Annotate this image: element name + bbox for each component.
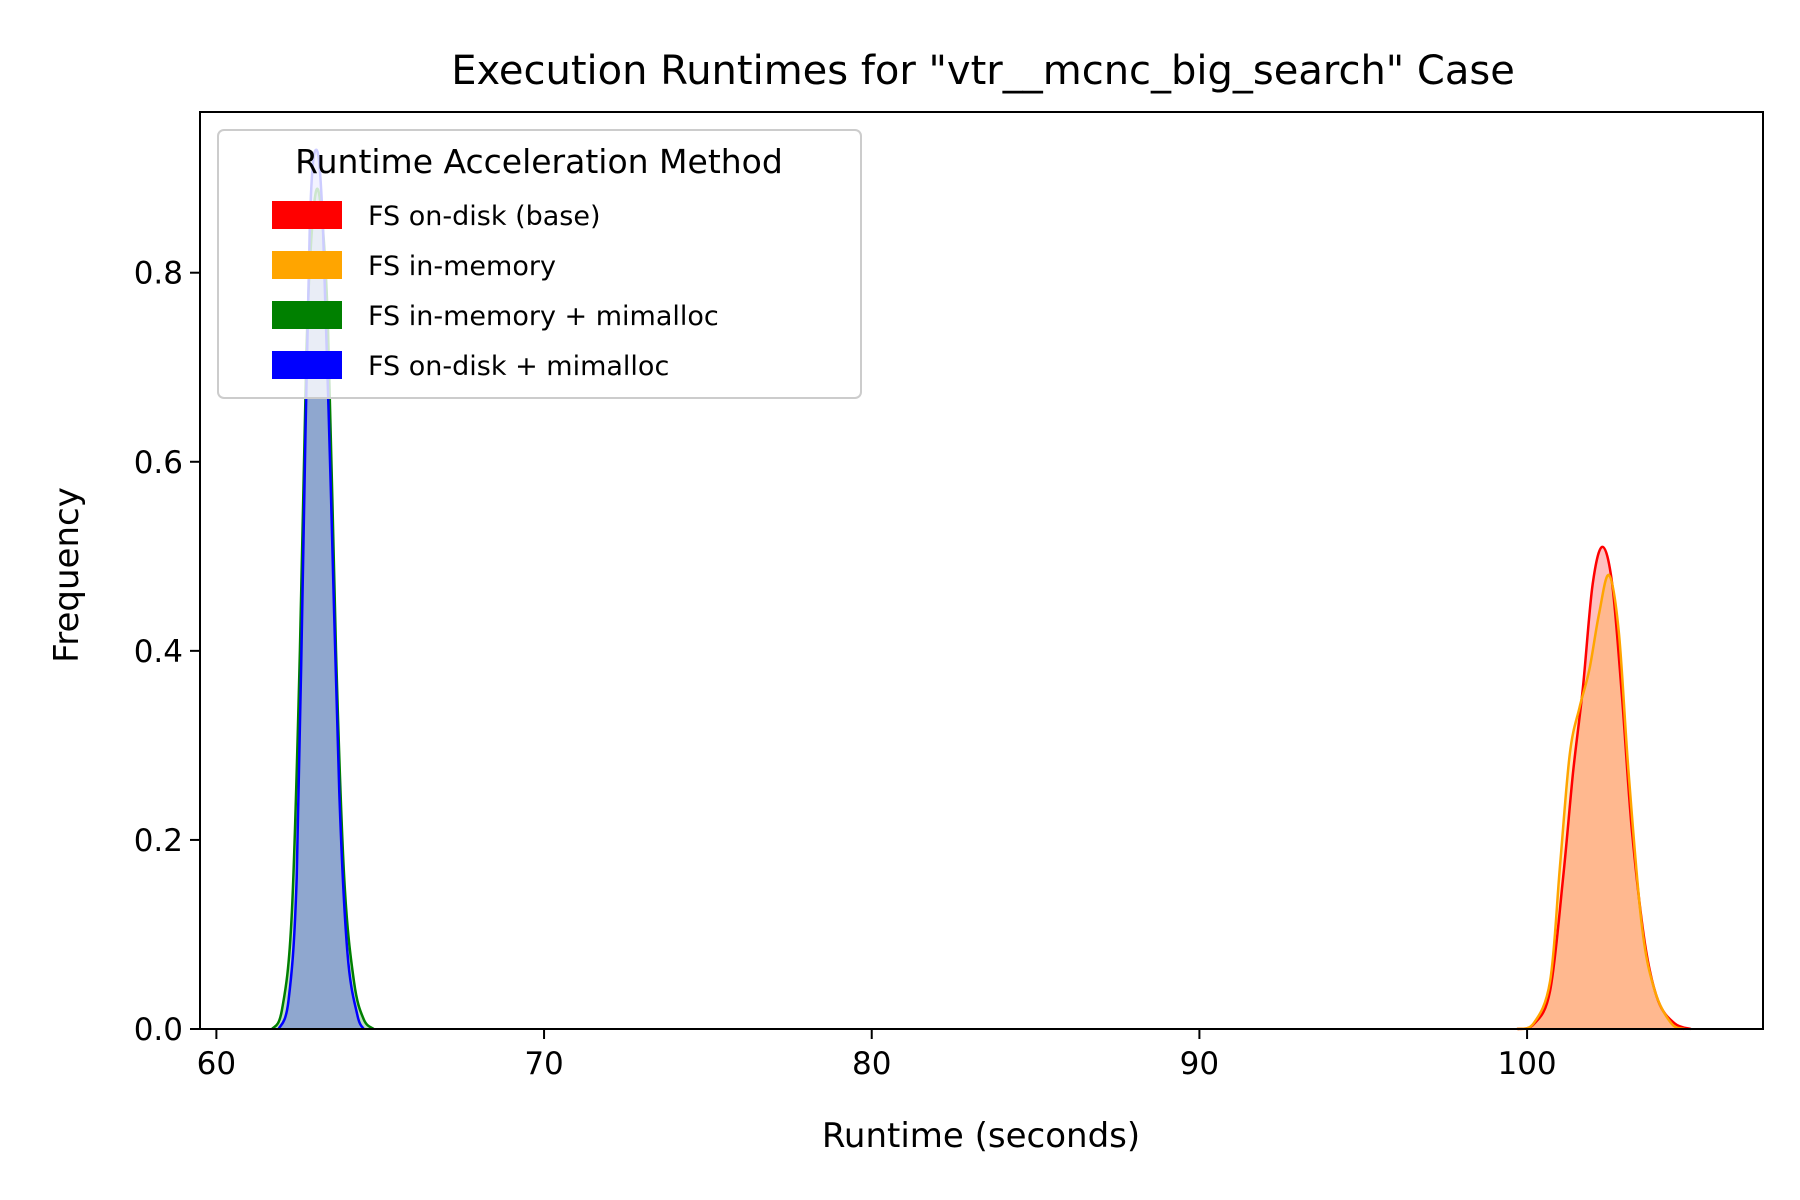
legend-entries: FS on-disk (base) FS in-memory FS in-memor… [272,201,719,382]
y-axis-label: Frequency [47,487,87,663]
y-axis-ticks: 0.0 0.2 0.4 0.6 0.8 [134,256,200,1048]
legend-swatch [272,251,342,279]
x-tick-label: 100 [1497,1046,1556,1082]
y-tick-label: 0.6 [134,445,183,481]
legend-label: FS on-disk (base) [368,201,601,232]
legend-swatch [272,301,342,329]
series-line-fs-in-memory [1516,573,1685,1031]
y-tick-label: 0.2 [134,823,183,859]
legend-label: FS on-disk + mimalloc [368,351,669,382]
series-fill-fs-on-disk-mimalloc [278,149,364,1030]
legend-label: FS in-memory [368,251,556,282]
x-tick-label: 60 [197,1046,236,1082]
legend-label: FS in-memory + mimalloc [368,301,719,332]
x-tick-label: 70 [524,1046,563,1082]
legend: Runtime Acceleration Method FS on-disk (… [217,129,862,399]
x-tick-label: 90 [1180,1046,1219,1082]
y-tick-label: 0.8 [134,256,183,292]
series-fill-fs-in-memory [1517,574,1685,1029]
chart-title: Execution Runtimes for "vtr__mcnc_big_se… [451,48,1515,94]
x-axis-ticks: 60 70 80 90 100 [197,1029,1557,1082]
legend-swatch [272,351,342,379]
y-tick-label: 0.4 [134,634,183,670]
x-tick-label: 80 [852,1046,891,1082]
legend-swatch [272,201,342,229]
y-tick-label: 0.0 [134,1012,183,1048]
legend-title: Runtime Acceleration Method [295,142,783,181]
plot-frame [199,111,1764,1030]
x-axis-label: Runtime (seconds) [822,1116,1140,1156]
legend-box [217,129,862,399]
